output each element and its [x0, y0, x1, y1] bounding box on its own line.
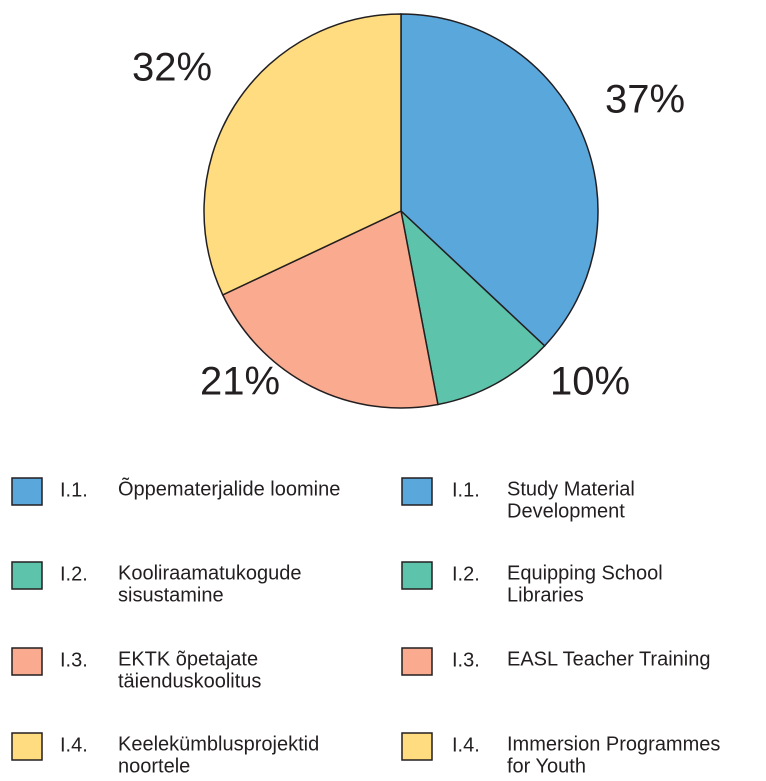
- legend-label: Immersion Programmes: [507, 733, 720, 755]
- legend-label: Õppematerjalide loomine: [118, 476, 340, 500]
- legend-swatch: [401, 732, 433, 761]
- value-label: 21%: [200, 360, 280, 404]
- value-label: 10%: [550, 360, 630, 404]
- legend-number: I.2.: [60, 563, 88, 585]
- legend-label: Equipping School: [507, 562, 663, 584]
- legend-label: Study Material: [507, 478, 635, 500]
- legend-number: I.4.: [452, 734, 480, 756]
- legend-swatch: [11, 477, 43, 506]
- legend-swatch: [11, 561, 43, 590]
- legend-swatch: [401, 647, 433, 676]
- legend-label: for Youth: [507, 755, 586, 777]
- legend-swatch: [401, 477, 433, 506]
- legend-number: I.4.: [60, 734, 88, 756]
- legend-label: EASL Teacher Training: [507, 648, 710, 670]
- legend-swatch: [11, 647, 43, 676]
- legend-label: EKTK õpetajate: [118, 648, 258, 670]
- legend-label: noortele: [118, 755, 190, 777]
- pie-slice: [399, 208, 546, 406]
- legend-label: Libraries: [507, 584, 584, 606]
- legend-label: Keelekümblusprojektid: [118, 733, 319, 755]
- legend-label: täienduskoolitus: [118, 670, 261, 692]
- pie-slice: [400, 13, 599, 347]
- legend-number: I.1.: [452, 479, 480, 501]
- legend-number: I.1.: [60, 479, 88, 501]
- value-label: 32%: [132, 46, 212, 90]
- legend-label: Development: [507, 500, 625, 522]
- legend-number: I.3.: [60, 649, 88, 671]
- pie-slice: [221, 209, 439, 409]
- legend-number: I.3.: [452, 649, 480, 671]
- legend-label: Kooliraamatukogude: [118, 562, 301, 584]
- legend-swatch: [401, 561, 433, 590]
- legend-label: sisustamine: [118, 584, 224, 606]
- legend-swatch: [11, 732, 43, 761]
- value-label: 37%: [605, 78, 685, 122]
- legend-number: I.2.: [452, 563, 480, 585]
- pie-slice: [203, 13, 402, 296]
